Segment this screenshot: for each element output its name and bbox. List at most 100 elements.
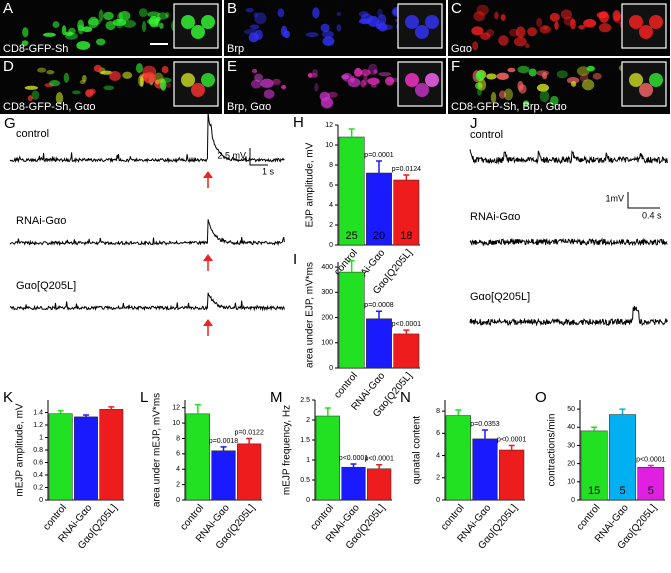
bar (580, 430, 608, 501)
bar (211, 450, 236, 501)
y-tick-label: 1.2 (33, 422, 43, 429)
cell (156, 16, 161, 22)
y-tick-label: 0 (329, 242, 333, 249)
cell (142, 65, 157, 77)
cell (477, 78, 487, 91)
bar (48, 413, 73, 501)
cell (21, 40, 29, 46)
p-value: p=0.0018 (209, 438, 238, 445)
cell (549, 12, 560, 22)
inset-cell (181, 73, 195, 87)
inset-cell (415, 83, 429, 97)
y-tick-label: 2 (436, 475, 440, 482)
error-bar (376, 464, 383, 469)
inset-cell (425, 15, 439, 29)
cell (122, 19, 136, 28)
cell (307, 73, 318, 78)
cell (320, 23, 330, 33)
y-axis-label: EJP amplitude, mV (305, 142, 316, 227)
cell (79, 80, 86, 85)
y-tick-label: 6 (329, 182, 333, 189)
error-bar (57, 409, 64, 414)
cell (22, 27, 29, 38)
bar (499, 449, 525, 501)
bar (315, 415, 340, 501)
bar (338, 136, 365, 246)
error-bar (619, 408, 626, 415)
p-value: p<0.0001 (392, 321, 421, 328)
cell (135, 63, 143, 74)
cell (27, 95, 33, 102)
inset-cell (639, 83, 653, 97)
cell (307, 72, 313, 78)
cell (327, 91, 338, 98)
p-value: p<0.0001 (636, 456, 665, 463)
cell (342, 72, 353, 82)
y-tick-label: 0.8 (33, 447, 43, 454)
cell (360, 69, 371, 76)
cell (586, 65, 595, 72)
p-value: p=0.0124 (392, 166, 421, 173)
cell (375, 20, 386, 26)
cell (165, 11, 170, 18)
n-label: 25 (346, 230, 358, 242)
cell (354, 67, 363, 77)
cell (250, 79, 262, 89)
cell (360, 13, 373, 24)
y-axis-label: area under EJP, mV*ms (305, 262, 316, 368)
cell (42, 32, 56, 37)
y-tick-label: 0.4 (33, 472, 43, 479)
cell (52, 21, 60, 29)
cell (507, 67, 516, 73)
y-tick-label: 6 (176, 451, 180, 458)
cell (322, 30, 334, 38)
cell (93, 64, 102, 73)
cell (322, 36, 335, 47)
y-axis-label: contractions/min (547, 414, 558, 487)
error-bar (350, 463, 357, 468)
cell (486, 29, 495, 37)
cell (103, 85, 115, 91)
cell (253, 12, 259, 18)
error-bar (324, 407, 331, 416)
image-label: Brp, Gαo (227, 101, 271, 113)
cell (103, 11, 114, 21)
error-bar (403, 329, 410, 334)
x-tick-label: control (332, 371, 360, 401)
scale-bar (627, 192, 660, 209)
inset-cell (629, 73, 643, 87)
cell (566, 77, 580, 84)
n-label: 5 (619, 485, 625, 497)
cell (554, 21, 559, 30)
cell (370, 83, 377, 88)
cell (138, 8, 148, 17)
cell (166, 82, 172, 88)
y-axis-label: mEJP amplitude, mV (15, 403, 26, 497)
cell (592, 72, 602, 80)
cell (336, 24, 342, 32)
image-label: CD8-GFP-Sh, Gαo (3, 101, 96, 113)
trace (469, 237, 668, 247)
cell (254, 29, 263, 41)
panel-letter: G (4, 115, 16, 132)
y-tick-label: 50 (567, 406, 575, 413)
trace-label: control (470, 129, 503, 141)
p-value: p=0.0008 (364, 302, 393, 309)
cell (252, 68, 258, 74)
cell (378, 72, 392, 77)
trace-label: RNAi-Gαo (16, 215, 66, 227)
p-value: p<0.0001 (364, 456, 393, 463)
inset-cell (181, 15, 195, 29)
scale-label: 0.4 s (642, 210, 662, 220)
y-tick-label: 1.5 (300, 437, 310, 444)
scale-label: 2.5 mV (217, 150, 246, 160)
cell (305, 32, 319, 38)
cell (471, 26, 484, 36)
y-tick-label: 0.2 (33, 484, 43, 491)
y-tick-label: 10 (325, 142, 333, 149)
inset-cell (201, 15, 215, 29)
cell (528, 68, 537, 77)
p-value: p=0.0353 (470, 421, 499, 428)
cell (260, 78, 274, 88)
